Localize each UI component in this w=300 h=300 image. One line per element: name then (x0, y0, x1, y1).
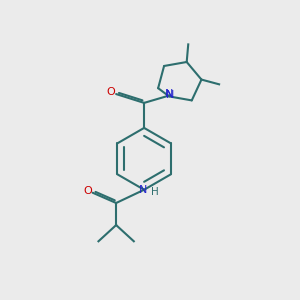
Text: O: O (106, 87, 115, 97)
Text: N: N (165, 89, 173, 99)
Text: N: N (166, 90, 174, 100)
Text: N: N (139, 185, 147, 195)
Text: H: H (151, 187, 158, 197)
Text: O: O (83, 186, 92, 196)
